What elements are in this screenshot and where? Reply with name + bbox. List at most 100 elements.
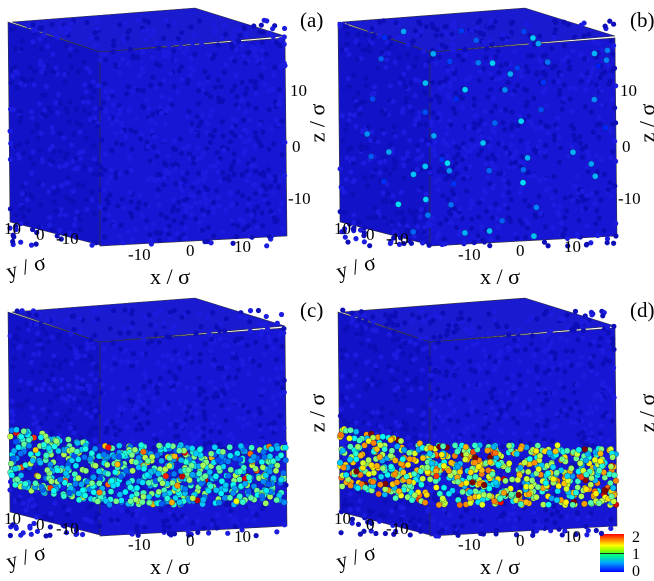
x-tick: -10: [128, 245, 151, 264]
particle: [183, 515, 189, 521]
particle: [184, 350, 190, 357]
particle: [91, 88, 97, 94]
particle: [258, 332, 264, 338]
particle-excited: [410, 470, 418, 478]
particle: [222, 207, 229, 213]
particle: [56, 130, 62, 136]
particle: [128, 473, 135, 479]
particle: [562, 214, 568, 221]
particle: [11, 334, 17, 340]
particle: [549, 195, 555, 201]
particle-excited: [569, 501, 576, 509]
particle: [441, 236, 447, 242]
particle: [262, 81, 268, 88]
particle: [351, 112, 358, 118]
particle: [53, 64, 59, 71]
particle: [186, 532, 192, 538]
particle: [62, 154, 68, 160]
particle: [451, 46, 457, 52]
particle: [94, 18, 100, 24]
particle-excited: [278, 476, 285, 483]
particle: [600, 413, 606, 419]
particle: [17, 119, 23, 125]
particle: [129, 398, 135, 405]
particle-excited: [164, 442, 172, 449]
particle: [588, 422, 594, 428]
particle: [395, 34, 401, 41]
particle: [564, 514, 570, 520]
particle: [511, 503, 517, 509]
particle: [426, 220, 432, 226]
particle: [563, 337, 569, 343]
particle: [24, 321, 30, 328]
particle: [594, 405, 600, 411]
particle: [100, 99, 106, 106]
particle: [588, 69, 595, 75]
particle: [12, 64, 18, 70]
particle: [545, 243, 551, 249]
particle: [242, 109, 248, 115]
particle: [101, 187, 107, 193]
particle: [404, 223, 410, 229]
particle: [350, 226, 356, 232]
particle-excited: [446, 167, 453, 174]
particle: [188, 55, 194, 62]
particle: [460, 57, 466, 63]
particle: [261, 352, 267, 358]
particle: [571, 126, 577, 132]
particle: [404, 227, 410, 234]
particle: [186, 403, 193, 410]
particle-excited: [7, 433, 14, 440]
particle: [250, 509, 256, 515]
particle: [214, 149, 220, 156]
particle-excited: [472, 488, 479, 495]
particle-excited: [94, 498, 101, 505]
particle: [58, 148, 64, 154]
particle: [257, 171, 263, 177]
particle-excited: [553, 496, 561, 504]
particle: [348, 169, 354, 175]
particle: [21, 150, 27, 156]
particle: [466, 317, 472, 323]
particle: [549, 45, 555, 52]
particle: [148, 338, 155, 344]
particle: [494, 399, 500, 405]
particle-excited: [603, 57, 610, 64]
particle: [134, 523, 140, 530]
particle: [277, 36, 284, 43]
particle: [576, 217, 582, 223]
particle: [386, 363, 392, 369]
particle: [530, 532, 536, 538]
particle: [479, 224, 485, 230]
particle: [77, 129, 83, 135]
particle: [101, 346, 107, 352]
particle: [510, 19, 516, 25]
particle: [96, 171, 102, 177]
particle: [465, 382, 471, 388]
particle: [207, 112, 213, 119]
particle: [584, 241, 590, 247]
particle: [392, 387, 398, 393]
particle: [483, 353, 489, 359]
particle: [237, 32, 243, 39]
particle: [268, 183, 274, 190]
particle: [53, 411, 59, 417]
particle: [377, 159, 383, 166]
particle: [167, 71, 174, 77]
particle: [266, 338, 273, 344]
particle: [608, 155, 614, 161]
particle: [436, 99, 442, 105]
particle: [613, 83, 619, 89]
particle: [218, 34, 225, 40]
particle: [193, 216, 199, 222]
particle: [525, 145, 531, 151]
particle: [344, 41, 350, 47]
particle: [206, 52, 212, 58]
particle: [449, 31, 455, 37]
particle-excited: [176, 499, 183, 506]
particle: [392, 133, 399, 139]
particle: [181, 405, 188, 411]
particle-excited: [265, 481, 272, 488]
particle: [227, 191, 233, 197]
particle: [581, 197, 587, 204]
